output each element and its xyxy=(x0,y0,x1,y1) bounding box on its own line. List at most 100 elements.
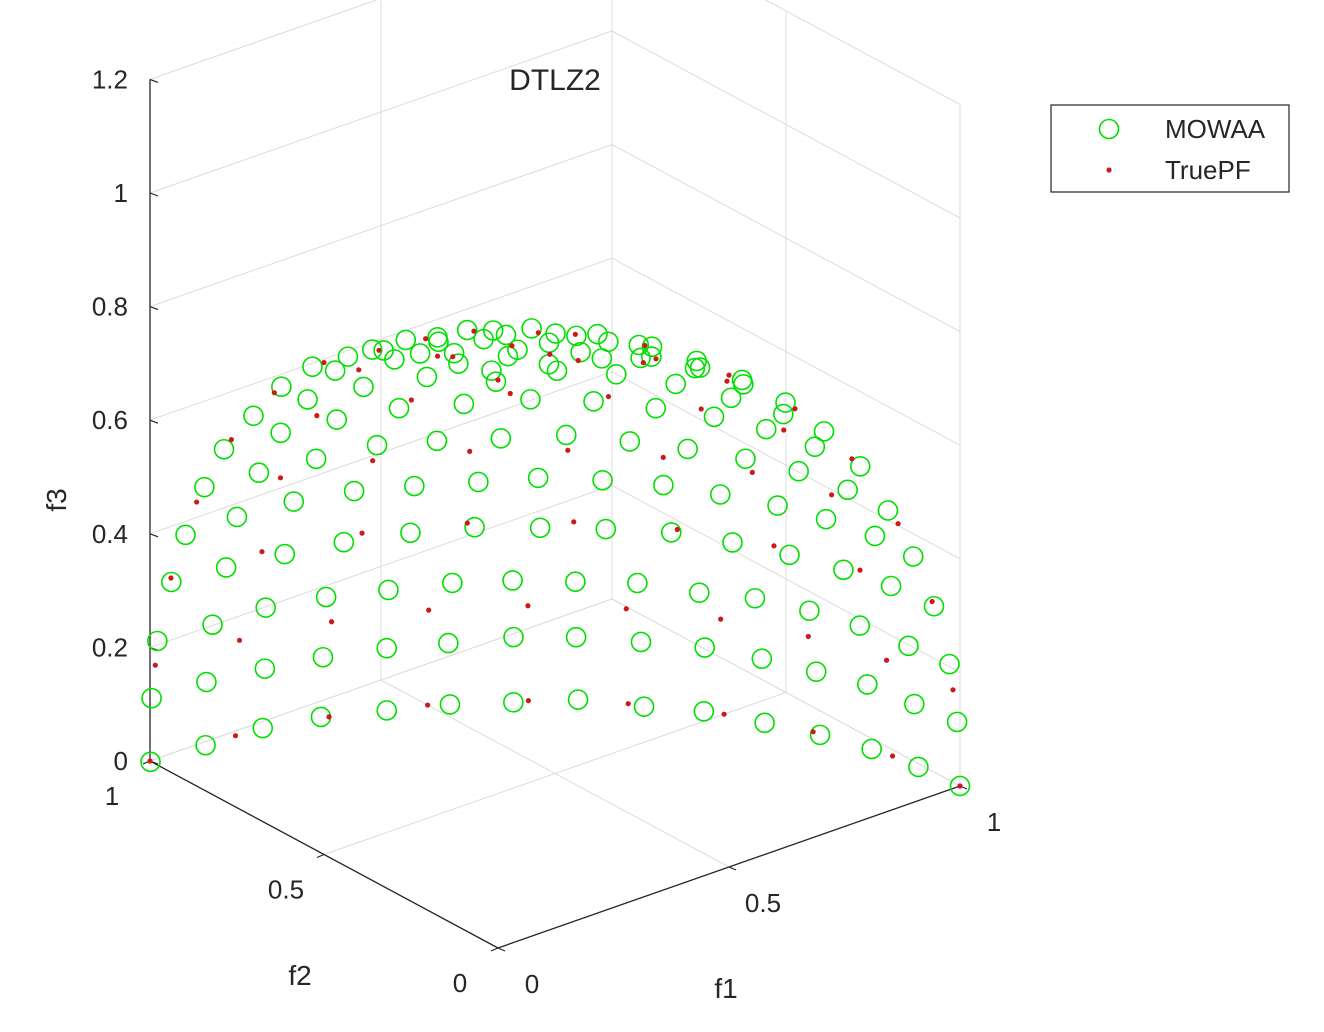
mowaa-point xyxy=(684,357,706,379)
axes: 0 0.5 1 0 0.5 1 0 0.2 0.4 0.6 0.8 1 1.2 xyxy=(92,64,1001,999)
mowaa-point xyxy=(864,525,886,547)
mowaa-point xyxy=(302,356,323,378)
mowaa-point xyxy=(353,376,374,398)
legend-box xyxy=(1050,104,1290,193)
mowaa-point xyxy=(366,434,388,456)
truepf-point xyxy=(721,711,727,717)
mowaa-point xyxy=(809,724,831,746)
y-tick-label: 0 xyxy=(453,968,467,998)
truepf-point xyxy=(232,733,239,739)
y-tick-label: 1 xyxy=(105,781,119,811)
z-tick-label: 1 xyxy=(114,178,128,208)
truepf-point xyxy=(849,456,855,462)
mowaa-point xyxy=(630,347,651,369)
truepf-point xyxy=(857,567,863,573)
mowaa-point xyxy=(481,360,502,381)
truepf-point xyxy=(147,758,153,764)
mowaa-point xyxy=(908,756,929,778)
truepf-point xyxy=(326,714,332,720)
mowaa-point xyxy=(665,373,686,395)
z-tick-label: 1.2 xyxy=(92,64,128,94)
mowaa-point xyxy=(788,460,809,482)
z-tick xyxy=(149,419,159,424)
mowaa-point xyxy=(555,424,577,446)
mowaa-point xyxy=(529,517,551,539)
mowaa-point xyxy=(619,431,641,452)
mowaa-point xyxy=(315,586,337,608)
mowaa-point xyxy=(880,575,902,597)
truepf-point xyxy=(408,397,414,403)
mowaa-point xyxy=(833,559,854,581)
mowaa-point xyxy=(592,469,613,491)
mowaa-point xyxy=(274,543,296,565)
mowaa-point xyxy=(468,471,489,493)
mowaa-point xyxy=(813,421,835,442)
mowaa-point xyxy=(376,637,398,659)
truepf-point xyxy=(509,343,515,349)
truepf-point xyxy=(889,753,896,759)
truepf-point xyxy=(771,543,777,549)
mowaa-point xyxy=(744,587,766,609)
mowaa-point xyxy=(722,532,743,553)
mowaa-point xyxy=(442,572,463,594)
truepf-point xyxy=(434,353,441,359)
truepf-point xyxy=(525,603,531,609)
mowaa-point xyxy=(226,506,248,528)
truepf-point xyxy=(749,469,755,476)
truepf-point xyxy=(423,336,429,342)
mowaa-point xyxy=(703,406,725,428)
mowaa-point xyxy=(939,653,960,675)
mowaa-point xyxy=(270,422,291,444)
z-tick-label: 0.4 xyxy=(92,519,128,549)
truepf-point xyxy=(640,360,646,366)
mowaa-point xyxy=(283,491,305,512)
truepf-point xyxy=(464,520,470,526)
truepf-point xyxy=(152,662,158,668)
mowaa-point xyxy=(297,389,318,410)
truepf-point xyxy=(321,359,327,366)
y-tick-label: 0.5 xyxy=(268,875,304,905)
truepf-point xyxy=(792,406,798,412)
mowaa-point xyxy=(538,353,560,375)
mowaa-point xyxy=(324,360,346,381)
truepf-point xyxy=(718,616,724,622)
mowaa-point xyxy=(546,360,568,382)
mowaa-point xyxy=(849,456,871,477)
grid-lines xyxy=(149,0,961,949)
x-axis-title: f1 xyxy=(714,973,737,1004)
truepf-point xyxy=(236,637,243,643)
mowaa-point xyxy=(861,738,882,760)
mowaa-point xyxy=(312,646,334,668)
mowaa-point xyxy=(660,522,682,543)
truepf-point xyxy=(194,499,200,505)
mowaa-point xyxy=(464,516,485,538)
legend-label-mowaa: MOWAA xyxy=(1165,114,1266,144)
mowaa-point xyxy=(521,318,542,339)
mowaa-point xyxy=(215,557,237,578)
z-tick-label: 0.8 xyxy=(92,292,128,322)
truepf-point xyxy=(426,607,432,613)
mowaa-point xyxy=(799,600,820,622)
truepf-point xyxy=(507,390,513,397)
truepf-point xyxy=(623,606,629,612)
truepf-point xyxy=(810,729,816,735)
mowaa-point xyxy=(641,346,662,367)
mowaa-point xyxy=(213,438,235,460)
mowaa-point xyxy=(443,342,465,364)
mowaa-point xyxy=(482,320,504,341)
chart-title: DTLZ2 xyxy=(509,64,601,97)
mowaa-point xyxy=(755,418,777,440)
truepf-point xyxy=(359,530,365,536)
truepf-point xyxy=(376,347,382,353)
z-tick-label: 0.2 xyxy=(92,632,128,662)
mowaa-point xyxy=(804,436,826,457)
mowaa-point xyxy=(503,692,524,713)
truepf-point xyxy=(829,492,835,498)
mowaa-point xyxy=(196,671,217,693)
legend-label-truepf: TruePF xyxy=(1165,155,1251,185)
mowaa-point xyxy=(566,325,587,347)
z-tick-label: 0 xyxy=(114,746,128,776)
mowaa-point xyxy=(567,689,589,710)
mowaa-point xyxy=(490,428,512,449)
